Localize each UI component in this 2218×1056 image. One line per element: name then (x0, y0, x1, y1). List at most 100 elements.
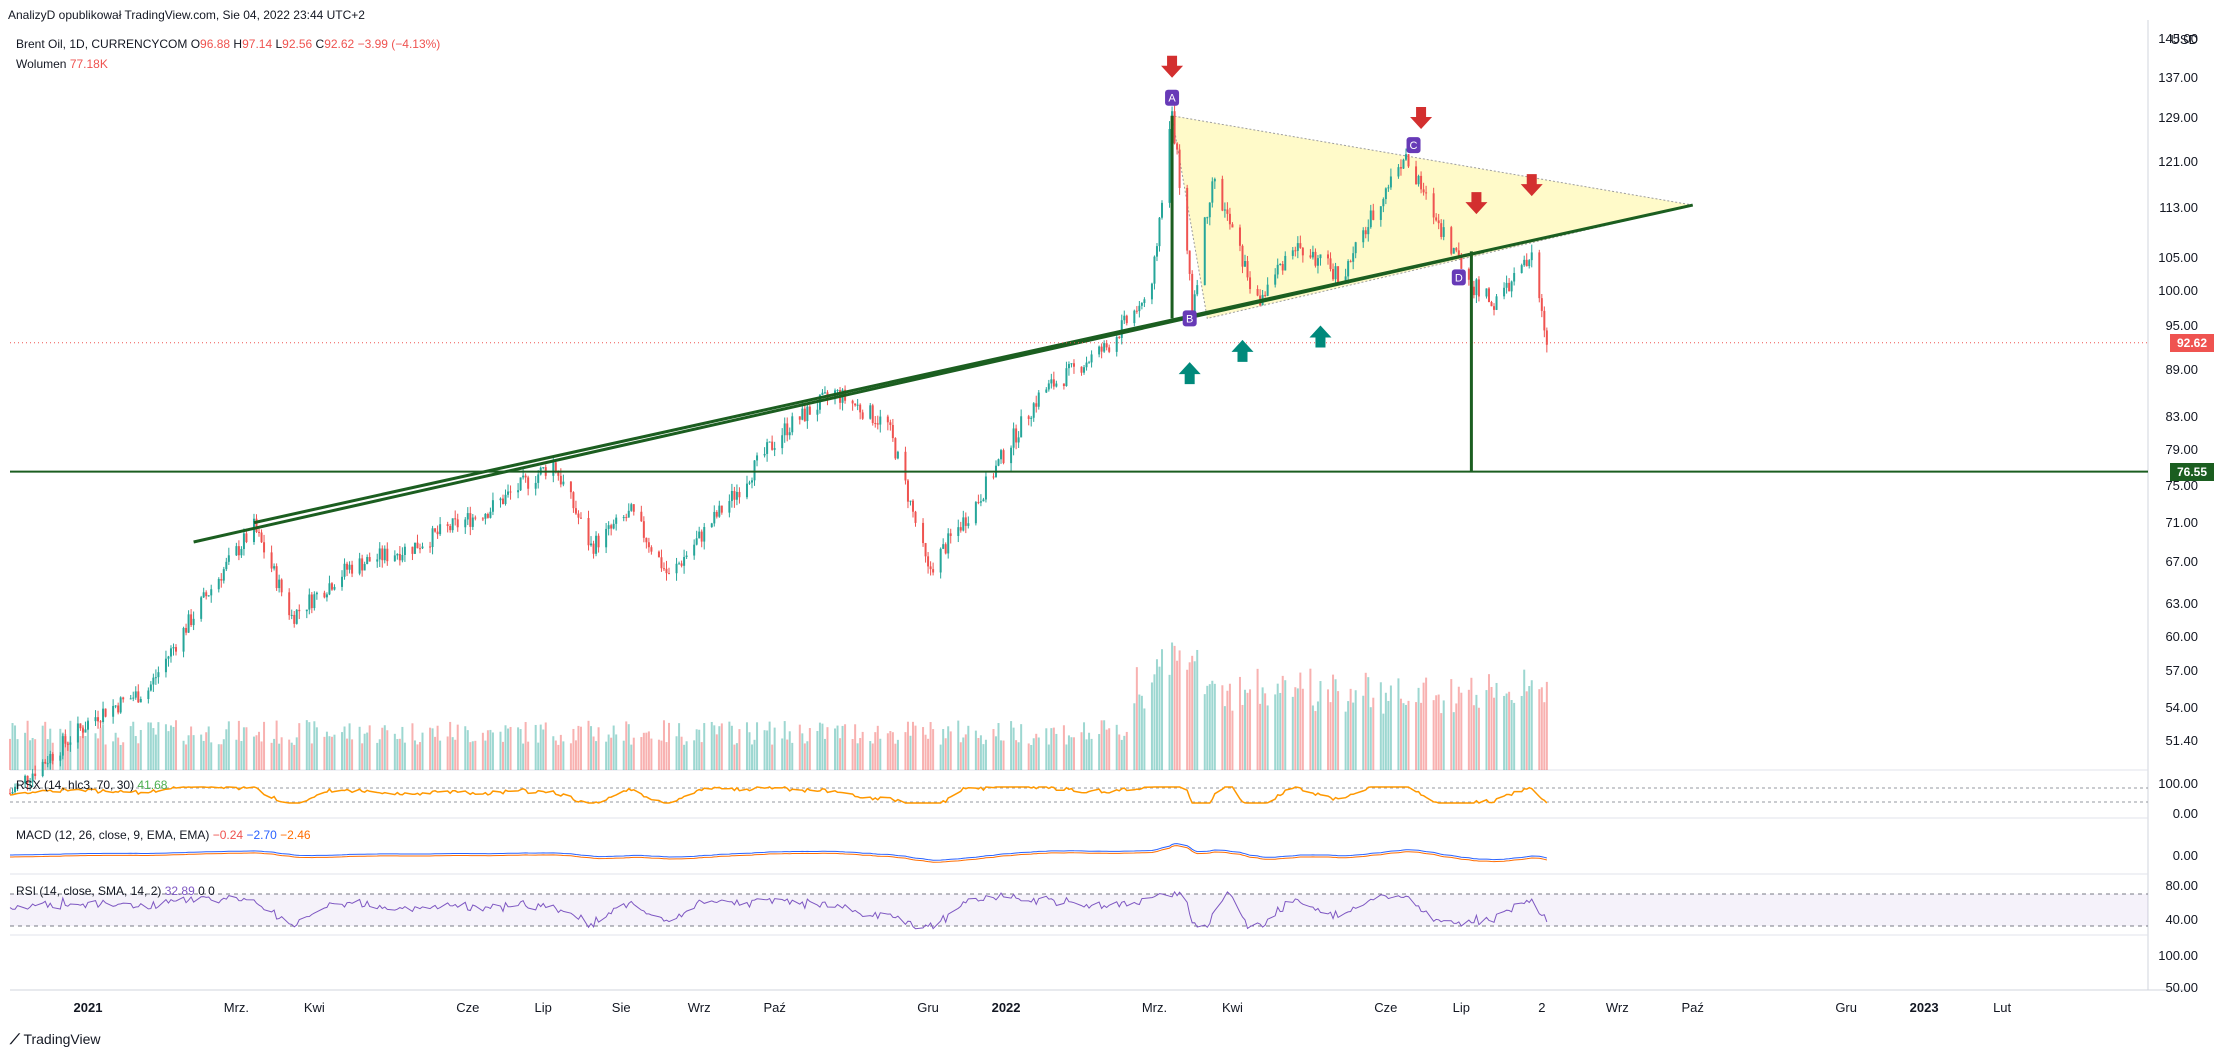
candle-body (984, 476, 987, 500)
candle-body (149, 684, 152, 691)
volume-bar (979, 735, 982, 770)
volume-bar (66, 741, 69, 770)
volume-bar (836, 725, 839, 770)
volume-bar (1472, 705, 1475, 770)
level-price-badge: 76.55 (2170, 462, 2214, 481)
volume-bar (1477, 707, 1480, 770)
candle-body (240, 549, 243, 556)
volume-bar (29, 740, 32, 770)
volume-bar (1520, 695, 1523, 770)
volume-bar (1437, 694, 1440, 770)
volume-bar (429, 727, 432, 770)
volume-bar (1208, 684, 1211, 770)
pattern-point-label: A (1168, 93, 1176, 105)
candle-body (386, 548, 389, 562)
candle-body (293, 614, 296, 624)
candle-body (288, 592, 291, 616)
candle-body (871, 405, 874, 424)
candle-body (434, 528, 437, 532)
volume-bar (119, 744, 122, 770)
volume-bar (220, 744, 223, 770)
candle-body (383, 548, 386, 561)
candle-body (1083, 367, 1086, 373)
volume-bar (562, 741, 565, 770)
candle-body (1143, 299, 1146, 304)
volume-bar (574, 740, 577, 770)
volume-bar (310, 743, 313, 770)
candle-body (207, 595, 210, 597)
candle-body (464, 519, 467, 528)
candle-body (1316, 258, 1319, 266)
volume-bar (1256, 668, 1259, 770)
candle-body (366, 557, 369, 565)
candle-body (607, 525, 610, 529)
candle-body (534, 482, 537, 489)
candle-body (1249, 277, 1252, 290)
volume-bar (1372, 697, 1375, 770)
candle-body (527, 477, 530, 489)
volume-bar (929, 722, 932, 770)
candle-body (1067, 364, 1070, 369)
candle-body (378, 548, 381, 560)
volume-bar (771, 744, 774, 770)
ohlc-o-value: 96.88 (200, 37, 231, 51)
volume-bar (756, 722, 759, 770)
candle-body (1503, 287, 1506, 297)
rsi-legend[interactable]: RSI (14, close, SMA, 14, 2) 32.89 0 0 (16, 884, 215, 898)
volume-bar (607, 734, 610, 770)
tradingview-logo[interactable]: ⟋ TradingView (10, 1031, 101, 1048)
candle-body (1085, 362, 1088, 368)
candle-body (683, 556, 686, 566)
candle-body (376, 559, 379, 562)
time-axis-label: Sie (611, 1000, 631, 1015)
time-axis-label: Lip (1452, 1000, 1470, 1015)
pattern-point-label: C (1410, 140, 1418, 152)
volume-bar (192, 735, 195, 770)
time-axis-label: Wrz (1605, 1000, 1629, 1015)
candle-body (343, 563, 346, 577)
candle-body (235, 546, 238, 556)
candle-body (411, 546, 414, 554)
candle-body (330, 583, 333, 590)
volume-bar (642, 732, 645, 770)
volume-bar (102, 724, 105, 770)
volume-bar (1203, 694, 1206, 770)
candle-body (1226, 209, 1229, 214)
volume-bar (517, 727, 520, 770)
volume-label[interactable]: Wolumen (16, 57, 67, 71)
candle-body (1203, 217, 1206, 286)
candle-body (662, 568, 665, 570)
volume-bar (509, 726, 512, 770)
time-axis-label: Kwi (303, 1000, 325, 1015)
volume-bar (154, 734, 157, 770)
symbol-title[interactable]: Brent Oil, 1D, CURRENCYCOM (16, 37, 188, 51)
candle-body (1052, 379, 1055, 387)
candle-body (305, 609, 308, 612)
price-tick-label: 137.00 (2158, 69, 2198, 85)
volume-bar (134, 736, 137, 770)
volume-bar (454, 739, 457, 770)
volume-bar (205, 732, 208, 770)
volume-bar (783, 721, 786, 770)
candle-body (642, 521, 645, 538)
candle-body (1158, 217, 1161, 247)
ohlc-c-label: C (315, 37, 325, 51)
rsx-legend[interactable]: RSX (14, hlc3, 70, 30) 41.68 (16, 778, 167, 792)
candle-body (1284, 255, 1287, 271)
volume-bar (1120, 739, 1123, 770)
candle-body (325, 594, 328, 598)
candle-body (680, 563, 683, 566)
volume-bar (1186, 669, 1189, 770)
candle-body (403, 546, 406, 556)
candle-body (1452, 248, 1455, 254)
volume-bar (1379, 682, 1382, 770)
volume-bar (808, 728, 811, 770)
volume-bar (818, 722, 821, 770)
candle-body (446, 524, 449, 526)
volume-bar (418, 742, 421, 770)
macd-legend[interactable]: MACD (12, 26, close, 9, EMA, EMA) −0.24 … (16, 828, 311, 842)
candle-body (803, 408, 806, 422)
volume-bar (481, 732, 484, 770)
candle-body (59, 755, 62, 761)
